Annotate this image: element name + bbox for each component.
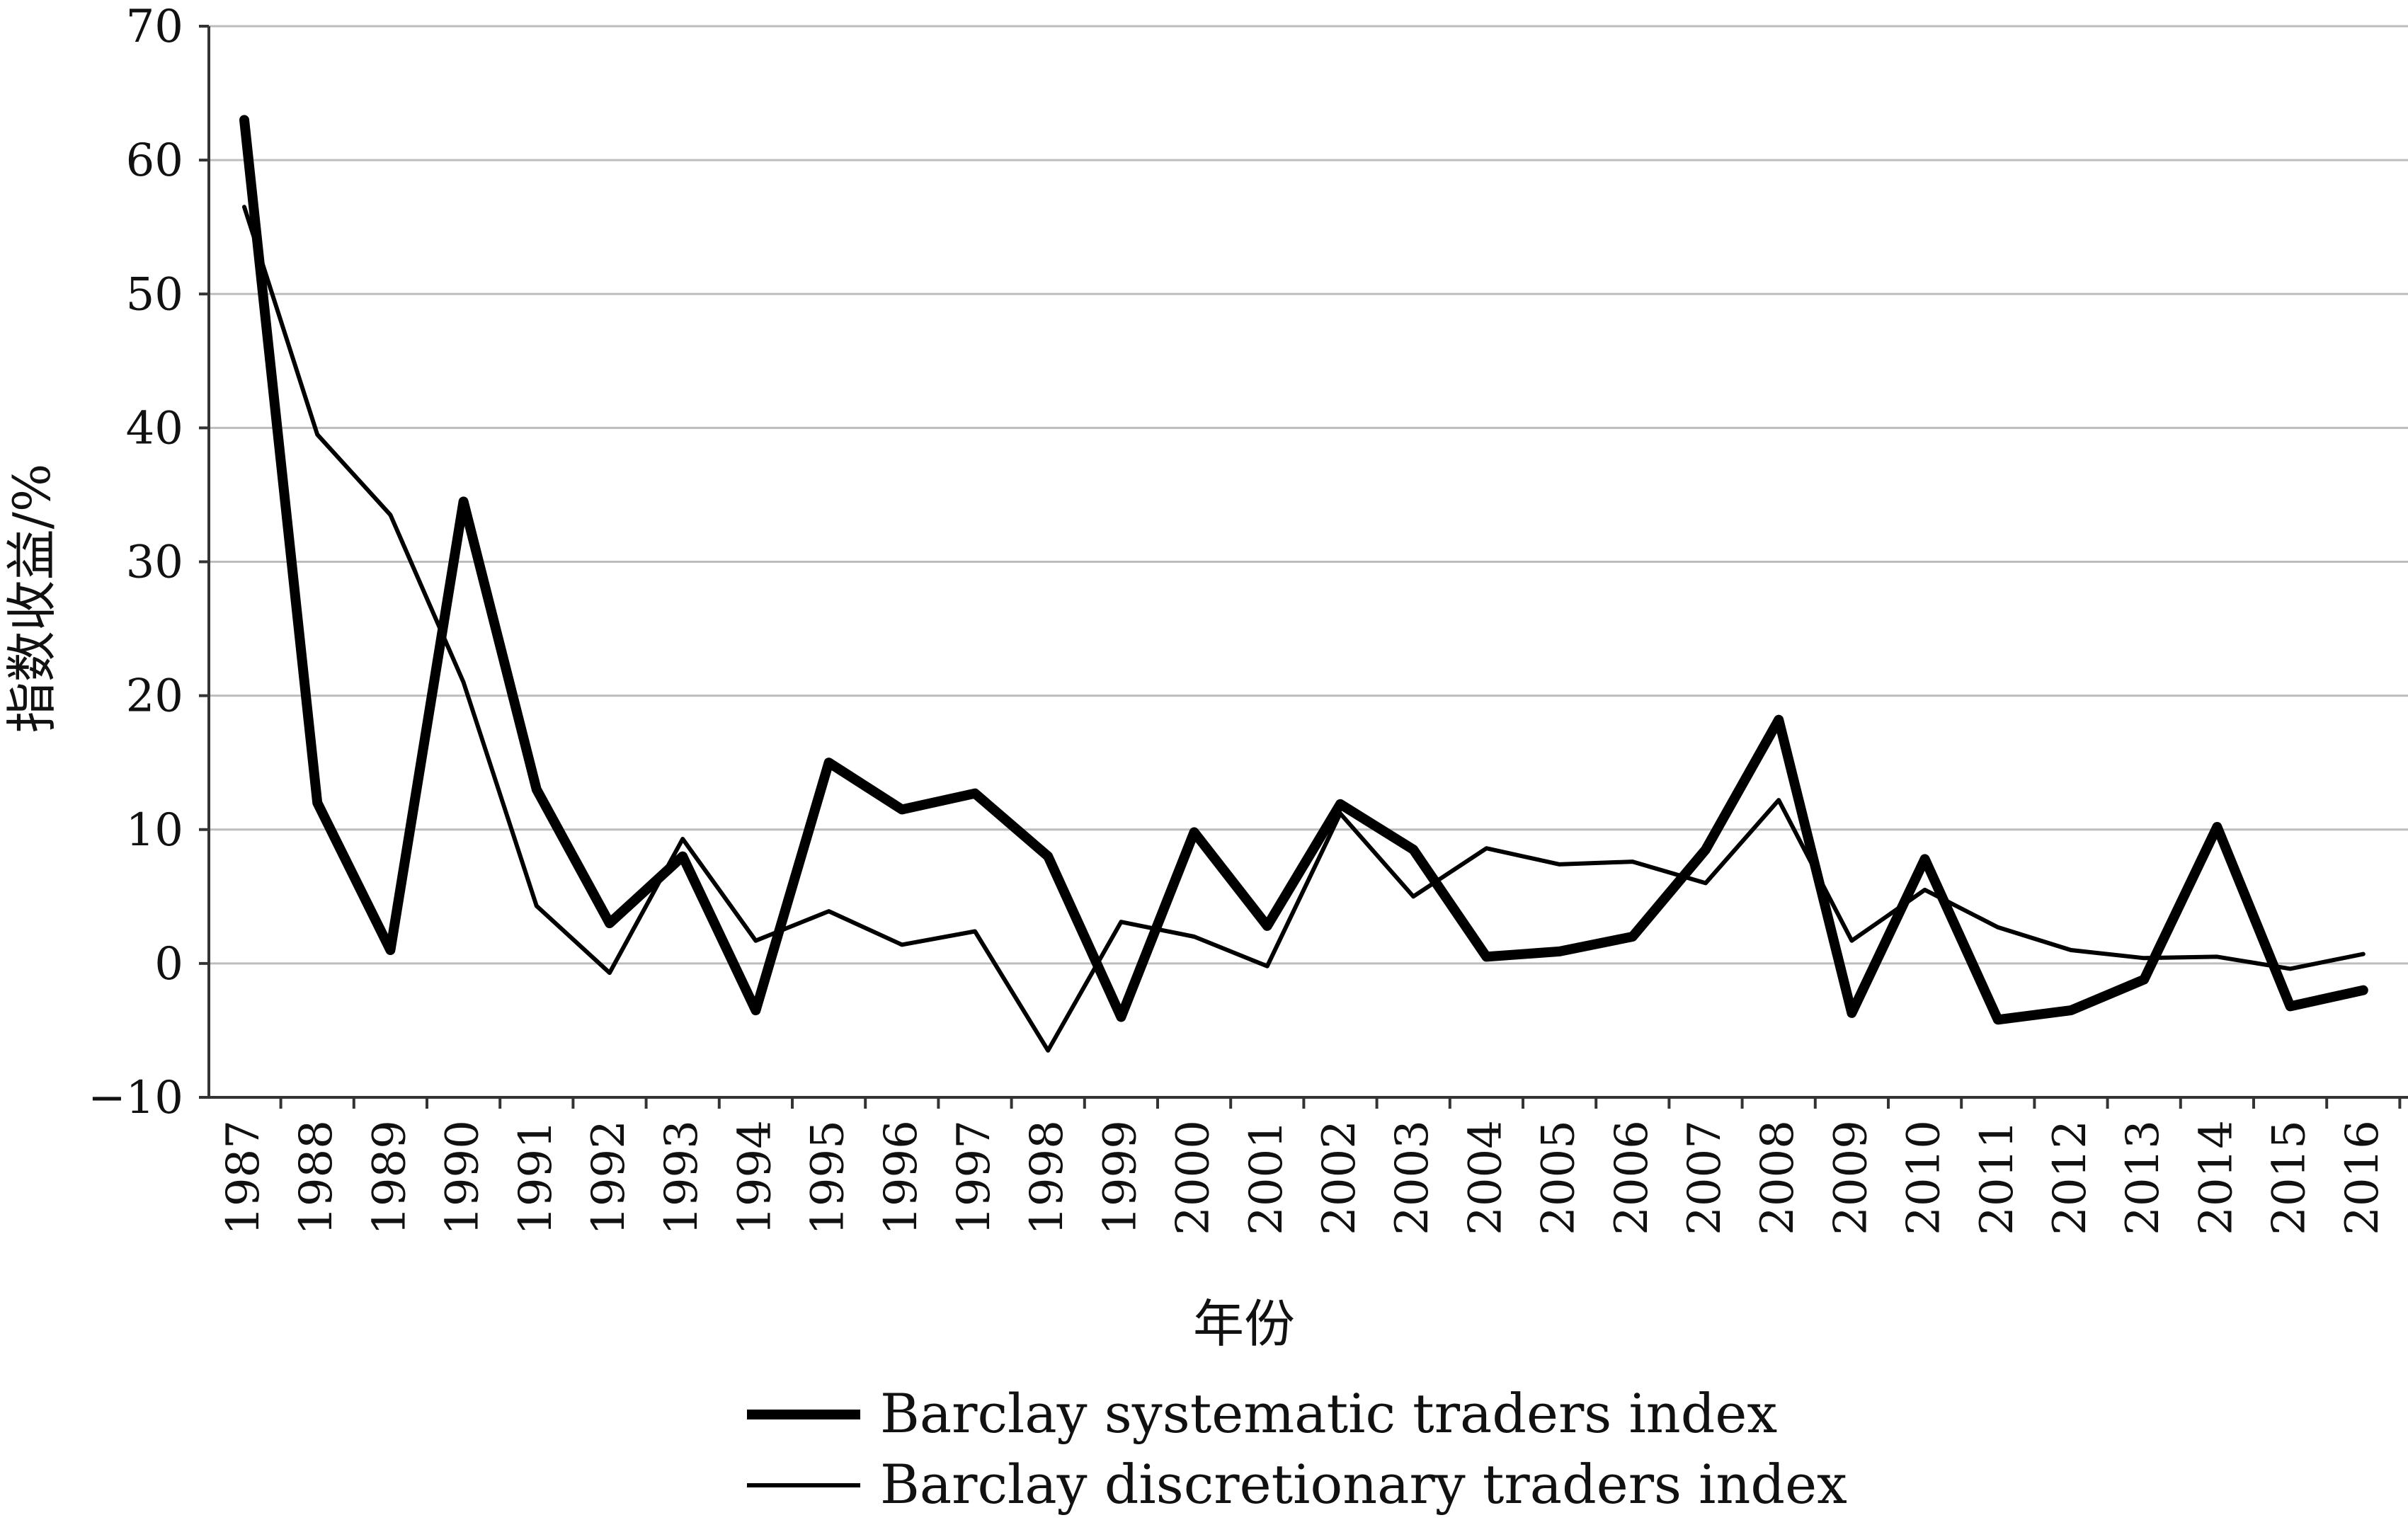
x-tick-label-2011: 2011 bbox=[1971, 1120, 2024, 1235]
x-tick-label-2014: 2014 bbox=[2190, 1120, 2242, 1235]
x-tick-label-1998: 1998 bbox=[1021, 1120, 1073, 1235]
x-tick-label-2006: 2006 bbox=[1606, 1120, 1658, 1235]
x-tick-label-2007: 2007 bbox=[1679, 1120, 1731, 1235]
y-tick-label-4: 30 bbox=[126, 537, 183, 589]
y-tick-label-5: 40 bbox=[126, 402, 183, 455]
x-tick-label-1992: 1992 bbox=[583, 1120, 635, 1235]
x-tick-label-1997: 1997 bbox=[948, 1120, 1000, 1235]
y-tick-label-8: 70 bbox=[126, 1, 183, 53]
y-tick-label-2: 10 bbox=[126, 804, 183, 857]
x-tick-label-2009: 2009 bbox=[1825, 1120, 1877, 1235]
x-tick-label-1996: 1996 bbox=[875, 1120, 928, 1235]
x-axis-label: 年份 bbox=[1193, 1294, 1295, 1354]
x-tick-label-2010: 2010 bbox=[1898, 1120, 1951, 1235]
x-tick-label-2012: 2012 bbox=[2044, 1120, 2096, 1235]
x-tick-label-1991: 1991 bbox=[510, 1120, 562, 1235]
x-tick-label-2000: 2000 bbox=[1168, 1120, 1220, 1235]
x-tick-label-1989: 1989 bbox=[363, 1120, 416, 1235]
x-tick-label-1994: 1994 bbox=[729, 1120, 781, 1235]
x-tick-label-2016: 2016 bbox=[2336, 1120, 2389, 1235]
y-tick-labels: −10 0 10 20 30 40 50 60 70 bbox=[88, 1, 183, 1124]
legend-label-0: Barclay systematic traders index bbox=[880, 1382, 1777, 1445]
x-tick-label-2005: 2005 bbox=[1533, 1120, 1585, 1235]
x-tick-label-2001: 2001 bbox=[1240, 1120, 1293, 1235]
x-tick-label-2002: 2002 bbox=[1313, 1120, 1366, 1235]
x-tick-label-2003: 2003 bbox=[1386, 1120, 1439, 1235]
x-tick-label-1988: 1988 bbox=[290, 1120, 343, 1235]
x-tick-label-1999: 1999 bbox=[1094, 1120, 1146, 1235]
y-tick-label-0: −10 bbox=[88, 1072, 183, 1124]
series-lines bbox=[239, 115, 2368, 1053]
x-tick-label-2013: 2013 bbox=[2117, 1120, 2169, 1235]
legend-label-1: Barclay discretionary traders index bbox=[880, 1453, 1847, 1516]
y-tick-label-1: 0 bbox=[154, 938, 183, 990]
axes bbox=[199, 25, 2408, 1109]
y-tick-label-7: 60 bbox=[126, 135, 183, 187]
y-tick-label-6: 50 bbox=[126, 268, 183, 321]
x-tick-label-1993: 1993 bbox=[656, 1120, 708, 1235]
y-tick-label-3: 20 bbox=[126, 670, 183, 723]
legend: Barclay systematic traders index Barclay … bbox=[747, 1382, 1847, 1516]
x-tick-label-1995: 1995 bbox=[802, 1120, 855, 1235]
x-tick-label-2015: 2015 bbox=[2264, 1120, 2316, 1235]
y-axis-label: 指数收益/% bbox=[2, 464, 62, 733]
x-tick-label-1987: 1987 bbox=[217, 1120, 270, 1235]
x-tick-label-1990: 1990 bbox=[437, 1120, 489, 1235]
x-tick-labels: 1987 1988 1989 1990 1991 1992 1993 1994 1995 1996… bbox=[217, 1120, 2389, 1235]
series-line-1 bbox=[242, 205, 2366, 1053]
grid-lines bbox=[209, 25, 2408, 965]
x-tick-label-2008: 2008 bbox=[1752, 1120, 1804, 1235]
series-line-0 bbox=[239, 115, 2368, 1025]
x-tick-label-2004: 2004 bbox=[1459, 1120, 1512, 1235]
